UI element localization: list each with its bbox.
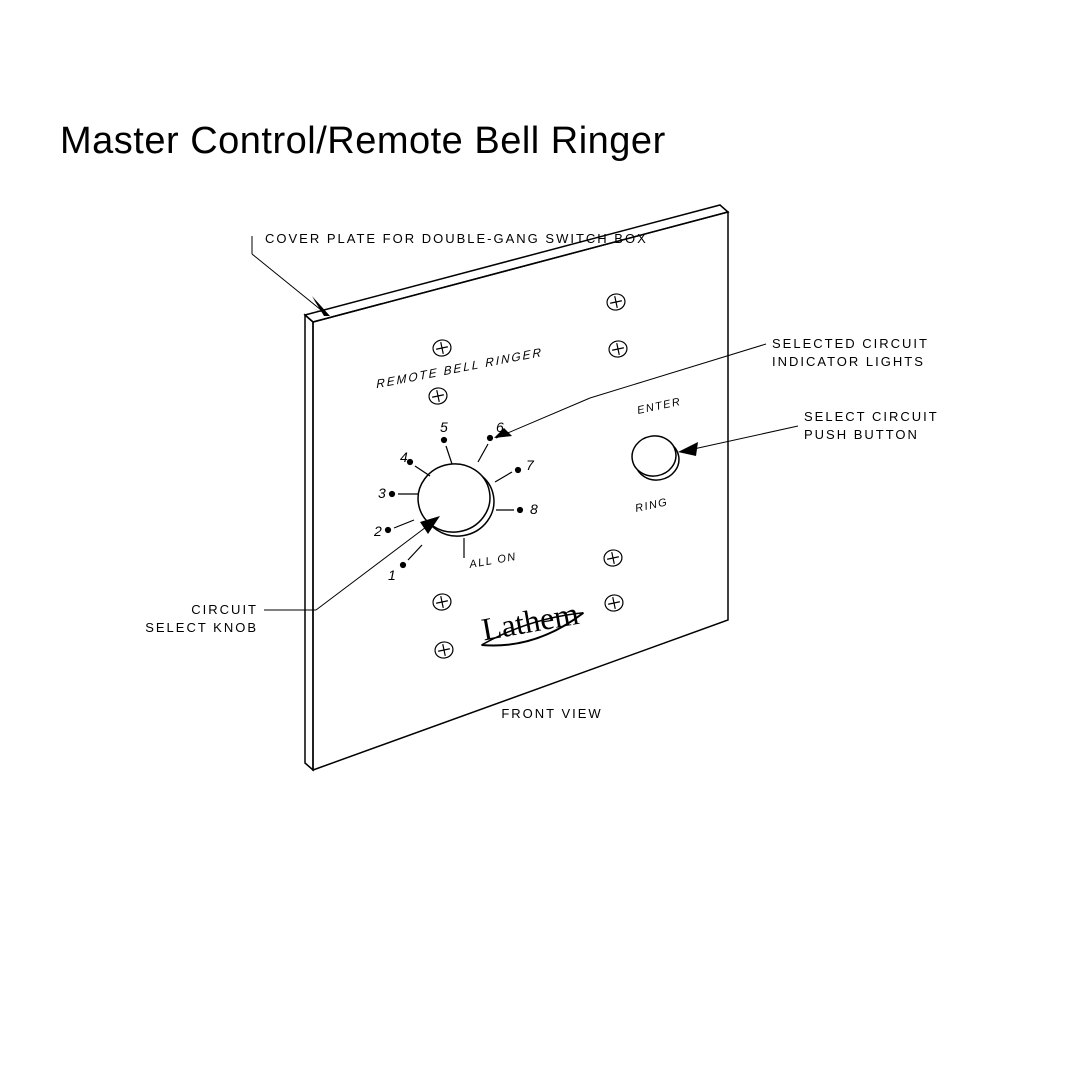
diagram-svg: REMOTE BELL RINGER bbox=[0, 0, 1080, 1080]
enter-label: ENTER bbox=[636, 396, 682, 417]
all-on-label: ALL ON bbox=[467, 551, 517, 571]
select-circuit-push-button[interactable] bbox=[629, 432, 682, 483]
cover-plate bbox=[305, 205, 728, 770]
svg-text:SELECT KNOB: SELECT KNOB bbox=[145, 620, 258, 635]
svg-text:COVER PLATE FOR DOUBLE-GANG SW: COVER PLATE FOR DOUBLE-GANG SWITCH BOX bbox=[265, 231, 648, 246]
callout-push-button: SELECT CIRCUIT PUSH BUTTON bbox=[678, 409, 939, 456]
brand-logo: Lathem bbox=[479, 595, 587, 650]
svg-text:5: 5 bbox=[440, 419, 448, 435]
svg-text:PUSH BUTTON: PUSH BUTTON bbox=[804, 427, 919, 442]
panel-title: REMOTE BELL RINGER bbox=[376, 345, 543, 391]
svg-text:SELECTED CIRCUIT: SELECTED CIRCUIT bbox=[772, 336, 929, 351]
front-view-label: FRONT VIEW bbox=[501, 706, 602, 721]
svg-text:INDICATOR LIGHTS: INDICATOR LIGHTS bbox=[772, 354, 925, 369]
svg-text:7: 7 bbox=[526, 457, 535, 473]
ring-label: RING bbox=[634, 496, 669, 515]
svg-text:CIRCUIT: CIRCUIT bbox=[191, 602, 258, 617]
callout-cover-plate: COVER PLATE FOR DOUBLE-GANG SWITCH BOX bbox=[252, 231, 648, 314]
svg-text:2: 2 bbox=[373, 523, 382, 539]
svg-text:1: 1 bbox=[388, 567, 396, 583]
svg-text:3: 3 bbox=[378, 485, 386, 501]
svg-text:8: 8 bbox=[530, 501, 538, 517]
svg-text:SELECT CIRCUIT: SELECT CIRCUIT bbox=[804, 409, 939, 424]
svg-text:4: 4 bbox=[400, 449, 408, 465]
